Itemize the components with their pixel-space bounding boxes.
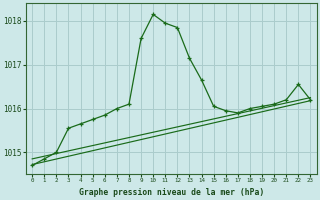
X-axis label: Graphe pression niveau de la mer (hPa): Graphe pression niveau de la mer (hPa) — [79, 188, 264, 197]
